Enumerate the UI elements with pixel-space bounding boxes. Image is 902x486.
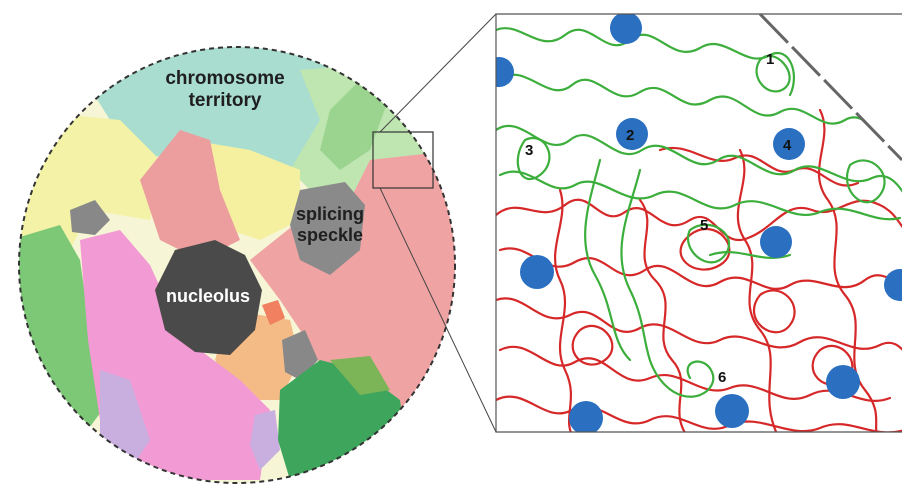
anchor-mid xyxy=(760,226,792,258)
loop-number-4-overlay: 4 xyxy=(783,137,792,154)
red-chromatin-fiber xyxy=(496,108,902,432)
loop-number-3: 3 xyxy=(525,142,533,159)
territory-green-top-right-strip xyxy=(320,80,390,170)
zoomed-chromatin-panel: 1 2 3 4 5 6 2 4 xyxy=(495,12,902,433)
anchor-right-edge xyxy=(884,269,902,301)
territory-salmon-center xyxy=(140,130,240,260)
territory-lavender-2 xyxy=(250,410,280,470)
splicing-speckle-label-line2: speckle xyxy=(297,225,363,245)
anchor-left-top xyxy=(496,57,514,87)
zoom-connector-top xyxy=(379,13,497,133)
nucleus: chromosome territory splicing speckle nu… xyxy=(19,47,455,483)
anchor-2 xyxy=(616,118,648,150)
chromosome-territory-label-line2: territory xyxy=(189,90,262,111)
zoom-panel-border xyxy=(495,13,902,433)
anchor-4 xyxy=(773,128,805,160)
loop-number-1: 1 xyxy=(766,51,774,68)
nucleolus-label: nucleolus xyxy=(166,286,250,306)
anchor-bottom-left xyxy=(569,401,603,432)
nucleus-boundary xyxy=(18,46,456,484)
anchor-points xyxy=(496,14,902,432)
gray-patch-left xyxy=(70,200,110,235)
loop-number-6: 6 xyxy=(718,369,726,386)
splicing-speckle-label-line1: splicing xyxy=(296,204,364,224)
gray-patch-bottom xyxy=(282,330,318,380)
anchor-top xyxy=(610,14,642,44)
zoom-panel-diagonal-edge xyxy=(758,12,902,162)
territory-olive xyxy=(330,356,390,395)
anchor-left-mid xyxy=(520,255,554,289)
territory-yellow-center xyxy=(190,140,300,240)
territory-orange-spot xyxy=(262,300,285,325)
nucleolus-region xyxy=(155,240,262,355)
loop-number-2-overlay: 2 xyxy=(626,127,634,144)
chromosome-territory-label-line1: chromosome xyxy=(165,68,284,89)
anchor-bottom-mid xyxy=(715,394,749,428)
green-chromatin-fiber xyxy=(496,27,902,398)
zoom-region-box xyxy=(372,131,434,189)
loop-number-5: 5 xyxy=(700,217,708,234)
splicing-speckle-region xyxy=(290,182,365,275)
zoom-connector-bottom xyxy=(379,187,497,433)
anchor-bottom-right xyxy=(826,365,860,399)
